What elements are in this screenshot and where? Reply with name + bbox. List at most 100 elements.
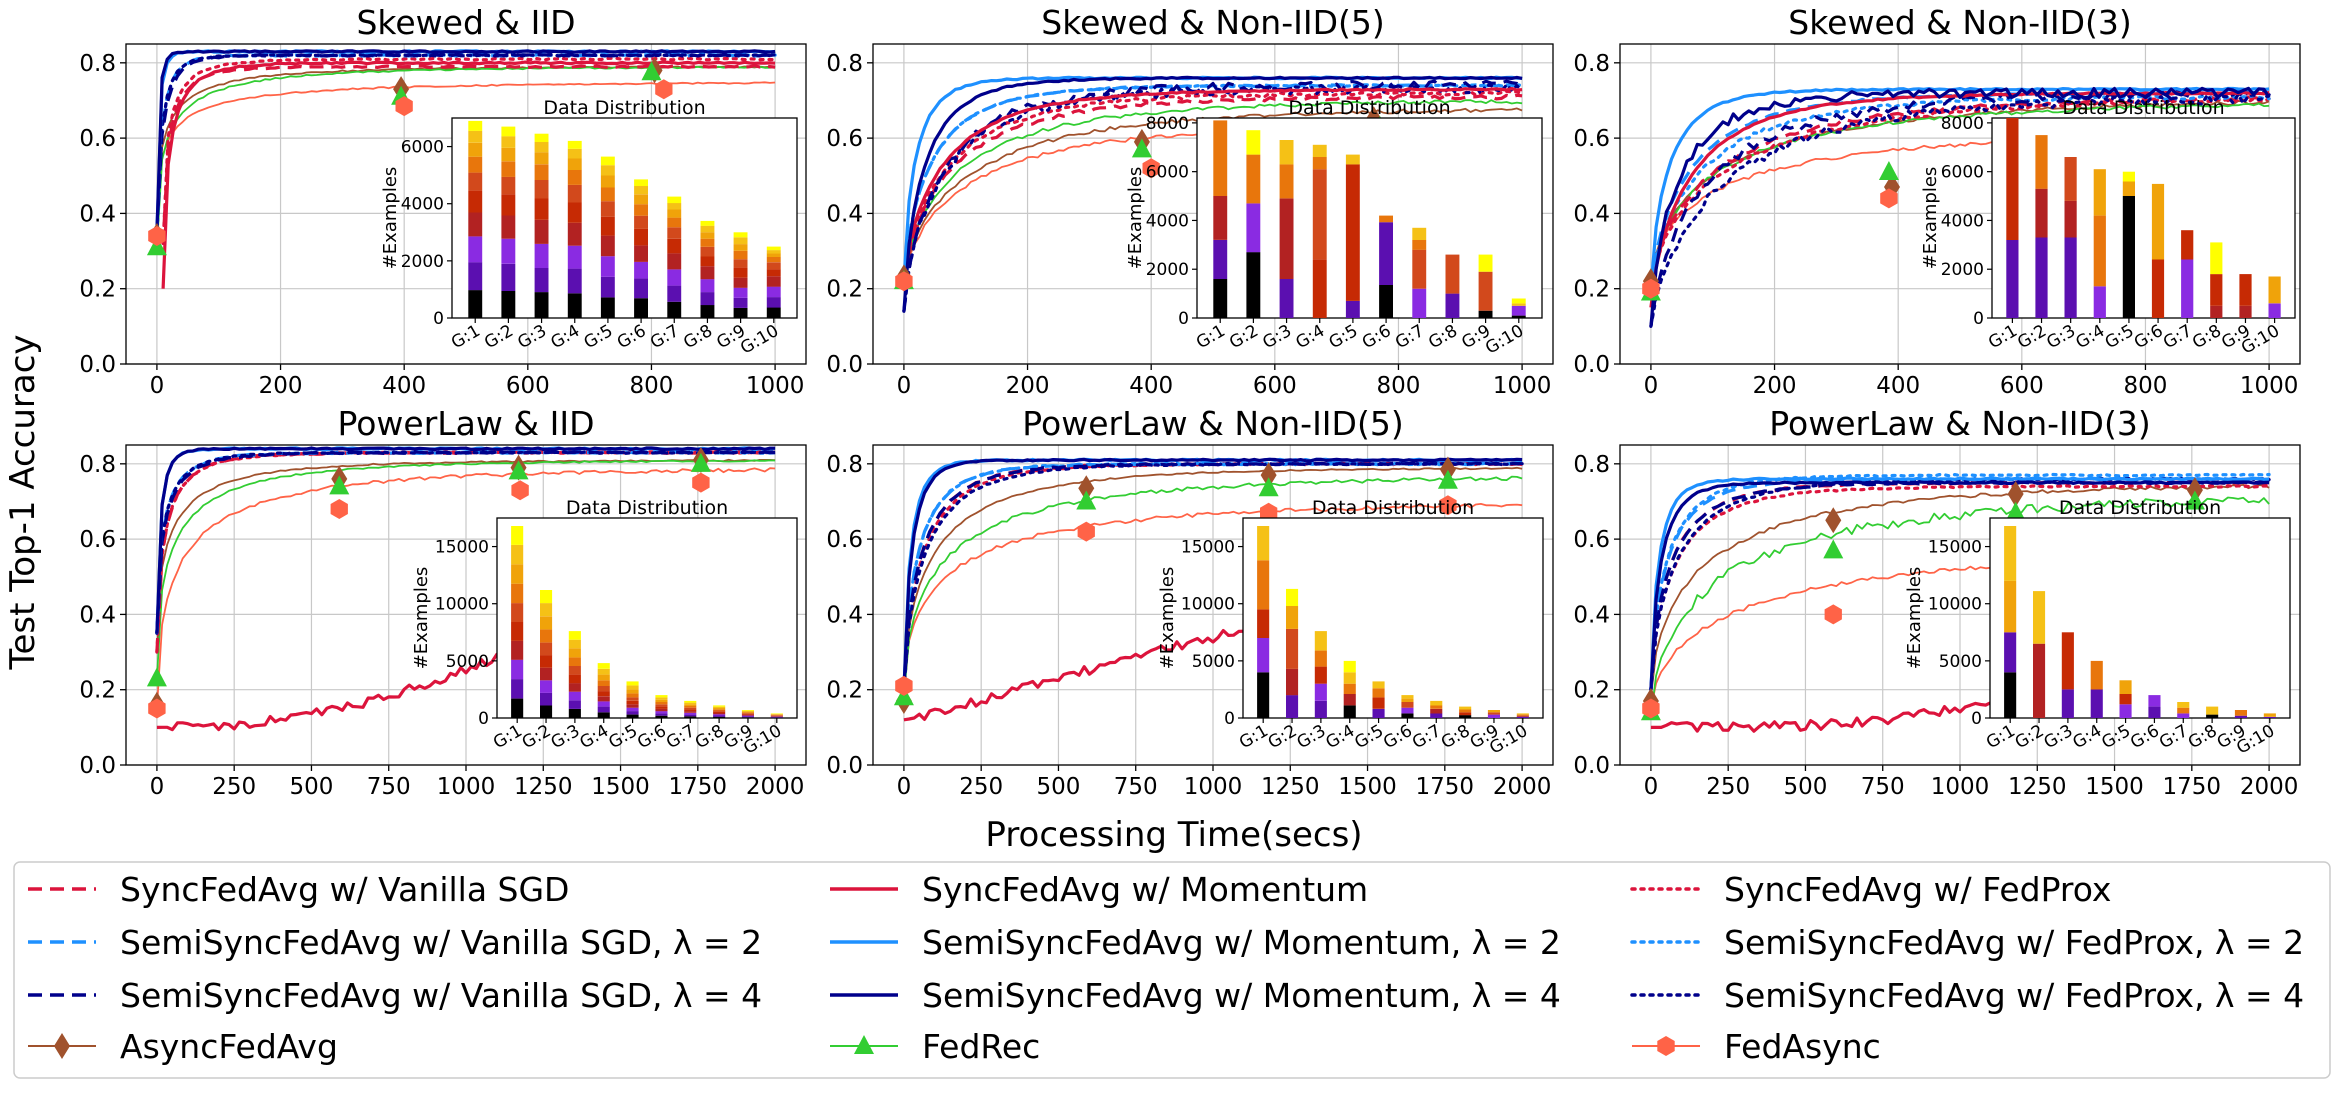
chart-panels: 0 200 400 600 800 1000 0.0 0.2 0.4 0.6 0.8 Skewed &… bbox=[79, 3, 2301, 800]
inset-bar-segment bbox=[567, 169, 582, 185]
inset-y-tick-label: 4000 bbox=[401, 195, 444, 215]
inset-bar-segment bbox=[1343, 694, 1356, 706]
inset-bar-segment bbox=[600, 235, 615, 257]
inset-bar-segment bbox=[540, 629, 553, 643]
inset-bar-segment bbox=[733, 250, 748, 260]
series-line-sync_mom bbox=[161, 60, 776, 289]
inset-bar-segment bbox=[634, 179, 648, 186]
inset-bar-segment bbox=[600, 201, 615, 217]
inset-bar-segment bbox=[568, 683, 581, 692]
inset-bar-segment bbox=[741, 715, 754, 717]
series-marker-fedasync bbox=[1077, 521, 1095, 542]
series-line-semi4_sgd bbox=[902, 79, 1524, 312]
inset-bar-segment bbox=[1412, 249, 1427, 289]
inset-bar-segment bbox=[684, 706, 697, 708]
inset-bar-segment bbox=[741, 716, 754, 718]
y-tick-label: 0.4 bbox=[79, 602, 116, 628]
inset-bar-segment bbox=[468, 190, 483, 213]
inset-bar-segment bbox=[600, 297, 615, 318]
x-tick-label: 1250 bbox=[2008, 774, 2067, 800]
legend-marker-fedrec bbox=[854, 1035, 874, 1054]
inset-bar-segment bbox=[684, 714, 697, 717]
inset-bar-segment bbox=[2061, 632, 2074, 690]
inset-bar-segment bbox=[568, 708, 581, 718]
inset-bar-segment bbox=[567, 184, 582, 203]
inset-bar-segment bbox=[1345, 300, 1360, 318]
inset-bar-segment bbox=[1430, 708, 1443, 714]
y-tick-label: 0.4 bbox=[826, 201, 863, 227]
inset-bar-segment bbox=[766, 286, 781, 298]
inset-bar-segment bbox=[770, 717, 783, 718]
inset-bar-segment bbox=[1213, 279, 1228, 318]
inset-bar-segment bbox=[1286, 628, 1299, 669]
inset-bar-segment bbox=[1511, 303, 1526, 306]
inset-bar-segment bbox=[568, 691, 581, 701]
inset-bar-segment bbox=[534, 180, 549, 199]
inset-y-axis-label: #Examples bbox=[411, 567, 432, 670]
inset-bar-segment bbox=[733, 287, 748, 298]
y-tick-label: 0.0 bbox=[79, 753, 116, 779]
series-line-fedasync bbox=[903, 503, 1523, 687]
inset-y-tick-label: 6000 bbox=[1146, 163, 1189, 183]
inset-bar-segment bbox=[1345, 164, 1360, 301]
inset-bar-segment bbox=[1286, 668, 1299, 696]
inset-y-tick-label: 4000 bbox=[1146, 211, 1189, 231]
legend-entry: FedAsync bbox=[1632, 1027, 1881, 1066]
inset-bar-segment bbox=[2035, 188, 2048, 238]
inset-y-tick-label: 0 bbox=[1973, 309, 1984, 329]
y-tick-label: 0.6 bbox=[79, 126, 116, 152]
inset-bar-segment bbox=[2004, 672, 2017, 718]
legend-label: SyncFedAvg w/ Vanilla SGD bbox=[120, 870, 569, 909]
inset-bar-segment bbox=[568, 639, 581, 649]
inset-y-tick-label: 8000 bbox=[1146, 114, 1189, 134]
inset-bar-segment bbox=[733, 237, 748, 244]
inset-bar-segment bbox=[1257, 638, 1270, 673]
inset-bar-segment bbox=[741, 711, 754, 713]
series-marker-fedrec bbox=[508, 460, 529, 480]
inset-bar-segment bbox=[540, 616, 553, 630]
legend-label: SemiSyncFedAvg w/ Momentum, λ = 4 bbox=[922, 976, 1561, 1015]
y-tick-label: 0.0 bbox=[79, 352, 116, 378]
legend-entry: SemiSyncFedAvg w/ Momentum, λ = 4 bbox=[830, 976, 1561, 1015]
series-line-semi4_mom bbox=[155, 446, 776, 634]
inset-bar-segment bbox=[1478, 254, 1493, 272]
inset-y-tick-label: 5000 bbox=[446, 652, 489, 672]
series-line-sync_prox bbox=[1649, 484, 2271, 692]
inset-bar-segment bbox=[1459, 706, 1472, 710]
inset-bar-segment bbox=[501, 176, 516, 195]
figure-y-axis-label: Test Top-1 Accuracy bbox=[3, 334, 43, 670]
inset-y-tick-label: 6000 bbox=[1941, 163, 1984, 183]
series-marker-async bbox=[1825, 507, 1842, 534]
inset-bar-segment bbox=[534, 198, 549, 220]
inset-bar-segment bbox=[2177, 707, 2190, 714]
series-line-fedrec bbox=[903, 475, 1523, 698]
inset-y-axis-label: #Examples bbox=[380, 167, 401, 270]
x-tick-label: 250 bbox=[212, 774, 256, 800]
inset-bar-segment bbox=[2210, 242, 2223, 275]
inset-bar-segment bbox=[733, 244, 748, 251]
x-tick-label: 0 bbox=[897, 373, 912, 399]
series-line-async bbox=[903, 466, 1523, 690]
inset-bar-segment bbox=[626, 711, 639, 715]
inset-bar-segment bbox=[468, 212, 483, 237]
inset-bar-segment bbox=[2206, 714, 2219, 718]
inset-bar-segment bbox=[600, 175, 615, 188]
inset-bar-segment bbox=[766, 246, 781, 251]
inset-bar-segment bbox=[534, 133, 549, 142]
inset-bar-segment bbox=[1246, 252, 1261, 318]
inset-bar-segment bbox=[741, 717, 754, 718]
series-marker-fedrec bbox=[1076, 490, 1097, 510]
inset-bar-segment bbox=[1246, 130, 1261, 155]
inset-bar-segment bbox=[655, 697, 668, 700]
inset-bar-segment bbox=[1314, 683, 1327, 701]
inset-chart: Data Distribution 0 2000 4000 6000 8000 #Examp… bbox=[1920, 97, 2296, 359]
series-line-fedrec bbox=[1650, 496, 2270, 717]
inset-bar-segment bbox=[713, 716, 726, 718]
inset-bar-segment bbox=[1372, 697, 1385, 709]
inset-bar-segment bbox=[1372, 708, 1385, 718]
y-tick-label: 0.6 bbox=[826, 527, 863, 553]
x-tick-label: 0 bbox=[1644, 373, 1659, 399]
inset-bar-segment bbox=[741, 713, 754, 714]
inset-bar-segment bbox=[1213, 196, 1228, 240]
inset-bar-segment bbox=[2234, 710, 2247, 716]
